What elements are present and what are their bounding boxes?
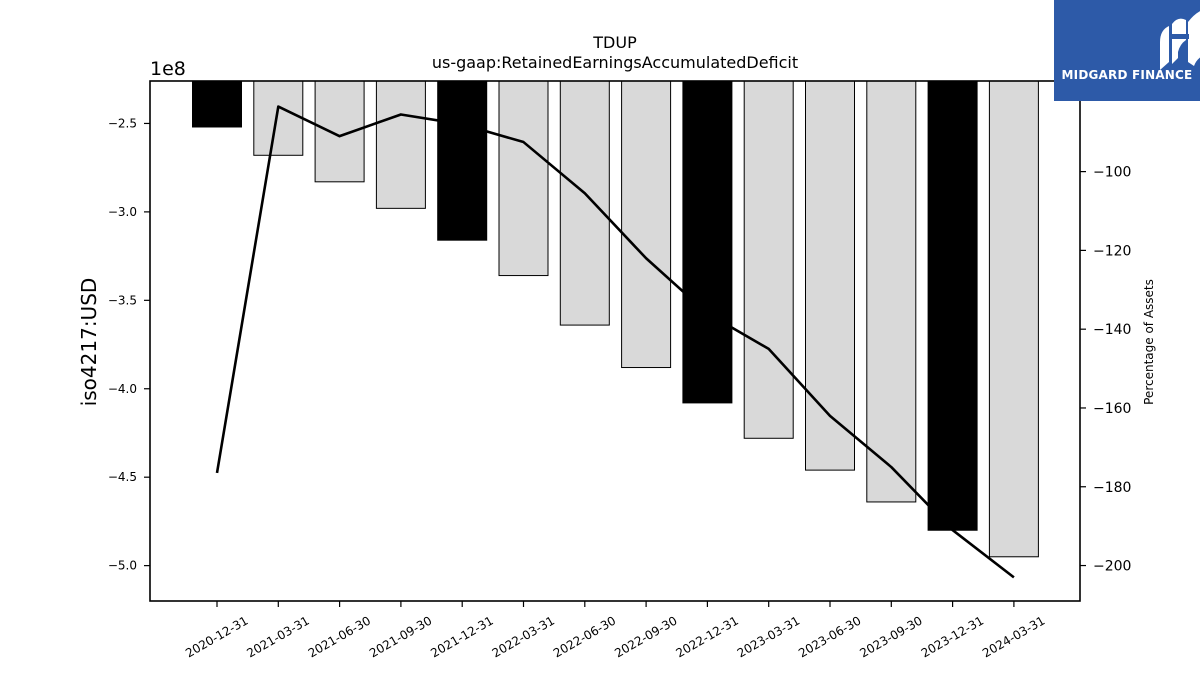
x-tick-label: 2022-09-30	[612, 613, 679, 660]
midgard-logo-icon	[1160, 11, 1200, 70]
chart-subtitle: us-gaap:RetainedEarningsAccumulatedDefic…	[432, 53, 798, 72]
y-tick-label: −2.5	[108, 116, 137, 130]
y-offset-label: 1e8	[150, 58, 186, 80]
y-axis-right-label: Percentage of Assets	[1142, 279, 1156, 405]
bar-2023-06-30	[805, 80, 855, 471]
bar-2021-12-31	[437, 80, 488, 241]
x-tick-label: 2022-12-31	[673, 613, 740, 660]
x-tick-label: 2023-06-30	[796, 613, 863, 660]
bar-2023-12-31	[927, 80, 978, 531]
bar-2024-03-31	[988, 80, 1039, 558]
y-right-tick-label: −140	[1093, 322, 1131, 338]
y-right-tick-label: −180	[1093, 480, 1131, 496]
y-tick-label: −4.5	[108, 470, 137, 484]
y-tick-label: −5.0	[108, 559, 137, 573]
bar-2022-06-30	[559, 80, 610, 326]
plot-frame	[149, 80, 1081, 602]
line-group	[215, 105, 1015, 579]
x-tick-label: 2020-12-31	[183, 613, 250, 660]
x-tick-label: 2023-03-31	[735, 613, 802, 660]
bar-2023-03-31	[743, 80, 794, 439]
bar-2023-09-30	[866, 80, 917, 503]
x-tick-label: 2021-12-31	[428, 613, 495, 660]
bar-2020-12-31	[192, 80, 242, 128]
bar-2022-03-31	[498, 80, 549, 277]
x-tick-label: 2023-09-30	[857, 613, 924, 660]
x-tick-label: 2021-09-30	[367, 613, 434, 660]
bar-2022-12-31	[682, 80, 733, 404]
axes-group: −2.5 −3.0 −3.5 −4.0 −4.5 −5.0 −100 −120 −140 −160…	[108, 116, 1132, 660]
y-right-tick-label: −160	[1093, 401, 1131, 417]
y-right-tick-label: −100	[1093, 165, 1131, 181]
x-tick-label: 2021-06-30	[306, 613, 373, 660]
y-right-tick-label: −120	[1093, 243, 1131, 259]
y-axis-label: iso4217:USD	[77, 278, 101, 407]
y-tick-label: −4.0	[108, 382, 137, 396]
brand-logo: MIDGARD FINANCE	[1054, 0, 1200, 101]
x-tick-label: 2023-12-31	[919, 613, 986, 660]
brand-name: MIDGARD FINANCE	[1061, 68, 1193, 82]
y-tick-label: −3.5	[108, 293, 137, 307]
x-tick-label: 2024-03-31	[980, 613, 1047, 660]
chart-title: TDUP	[592, 33, 637, 52]
bar-2022-09-30	[621, 80, 672, 369]
y-tick-label: −3.0	[108, 205, 137, 219]
bar-2021-03-31	[253, 80, 304, 156]
y-right-tick-label: −200	[1093, 559, 1131, 575]
bar-2021-09-30	[375, 80, 426, 209]
x-tick-label: 2022-03-31	[490, 613, 557, 660]
bars-group	[192, 80, 1039, 558]
percentage-of-assets-line	[215, 105, 1015, 579]
x-tick-label: 2022-06-30	[551, 613, 618, 660]
x-tick-label: 2021-03-31	[244, 613, 311, 660]
